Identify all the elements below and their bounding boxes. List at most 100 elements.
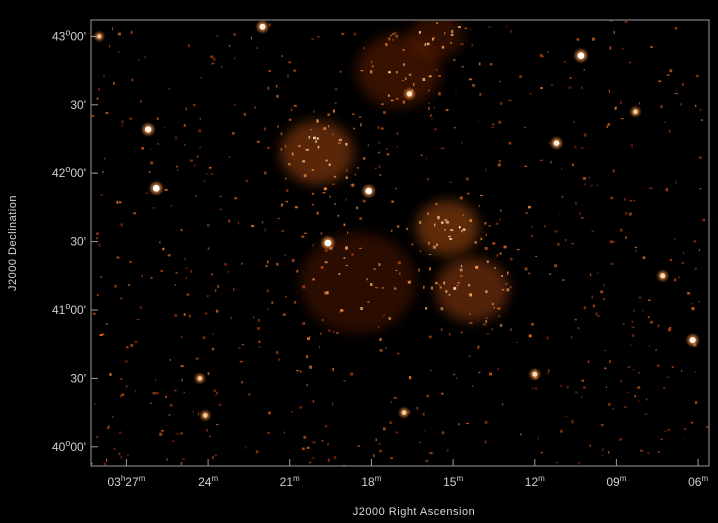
speckle — [121, 120, 124, 124]
speckle — [174, 136, 178, 140]
speckle — [103, 157, 106, 160]
speckle — [218, 403, 222, 406]
speckle — [457, 26, 461, 29]
speckle — [207, 247, 210, 250]
speckle — [392, 32, 395, 36]
speckle — [199, 77, 202, 79]
speckle — [640, 449, 644, 452]
speckle — [637, 386, 641, 389]
speckle — [394, 32, 397, 35]
speckle — [102, 170, 104, 174]
speckle — [284, 254, 287, 256]
speckle — [199, 146, 202, 148]
point-source-16 — [94, 32, 104, 41]
speckle — [420, 154, 423, 156]
speckle — [608, 89, 610, 93]
speckle — [425, 157, 427, 160]
speckle — [206, 428, 208, 432]
speckle — [303, 174, 307, 178]
speckle — [207, 295, 209, 297]
speckle — [267, 86, 270, 90]
speckle — [564, 61, 566, 63]
speckle — [233, 288, 235, 292]
speckle — [432, 245, 436, 249]
speckle — [280, 203, 284, 207]
speckle — [405, 77, 407, 81]
speckle — [155, 392, 159, 395]
speckle — [214, 394, 217, 396]
speckle — [423, 285, 425, 289]
speckle — [245, 446, 247, 449]
speckle — [468, 284, 471, 287]
speckle — [687, 292, 691, 295]
point-source-12 — [195, 373, 205, 383]
speckle — [127, 454, 129, 457]
speckle — [472, 84, 475, 87]
speckle — [232, 132, 235, 135]
speckle — [461, 141, 463, 144]
speckle — [499, 102, 503, 105]
speckle — [547, 51, 549, 54]
speckle — [211, 347, 215, 351]
speckle — [517, 249, 520, 251]
speckle — [378, 126, 380, 129]
speckle — [130, 30, 133, 35]
point-source-core — [152, 184, 160, 192]
speckle — [134, 390, 137, 393]
speckle — [633, 309, 635, 313]
speckle — [610, 240, 613, 244]
speckle — [444, 32, 446, 35]
speckle — [324, 291, 327, 295]
speckle — [312, 244, 314, 247]
speckle — [437, 216, 440, 220]
speckle — [238, 347, 241, 349]
speckle — [347, 231, 349, 234]
speckle — [254, 106, 256, 109]
speckle — [668, 328, 671, 332]
speckle — [339, 70, 342, 73]
speckle — [581, 396, 583, 398]
speckle — [529, 92, 532, 95]
speckle — [675, 180, 677, 184]
point-source-5 — [362, 185, 375, 197]
speckle — [332, 183, 335, 185]
speckle — [316, 137, 319, 140]
speckle — [550, 160, 552, 164]
speckle — [587, 360, 590, 363]
speckle — [120, 394, 122, 398]
speckle — [411, 243, 414, 246]
speckle — [280, 132, 283, 136]
speckle — [441, 431, 445, 435]
speckle — [359, 217, 362, 220]
speckle — [210, 173, 214, 175]
speckle — [565, 416, 568, 418]
speckle — [172, 440, 175, 442]
speckle — [497, 307, 501, 310]
speckle — [267, 308, 269, 310]
speckle — [455, 90, 457, 92]
speckle — [425, 307, 428, 310]
speckle — [341, 32, 345, 36]
speckle — [508, 141, 512, 145]
point-source-core — [532, 371, 538, 377]
x-axis-title: J2000 Right Ascension — [353, 506, 475, 518]
speckle — [458, 226, 461, 229]
speckle — [350, 372, 354, 376]
speckle — [241, 262, 243, 265]
speckle — [441, 147, 445, 150]
speckle — [666, 74, 670, 76]
speckle — [562, 279, 565, 281]
speckle — [574, 318, 577, 321]
speckle — [600, 290, 604, 294]
speckle — [320, 232, 323, 235]
speckle — [499, 252, 502, 255]
speckle — [494, 267, 496, 270]
point-source-core — [197, 376, 203, 381]
y-tick-label-6: 30' — [70, 371, 86, 385]
speckle — [683, 427, 687, 431]
speckle — [375, 167, 377, 169]
speckle — [202, 336, 206, 340]
speckle — [624, 212, 628, 215]
speckle — [674, 278, 677, 282]
speckle — [336, 332, 339, 334]
